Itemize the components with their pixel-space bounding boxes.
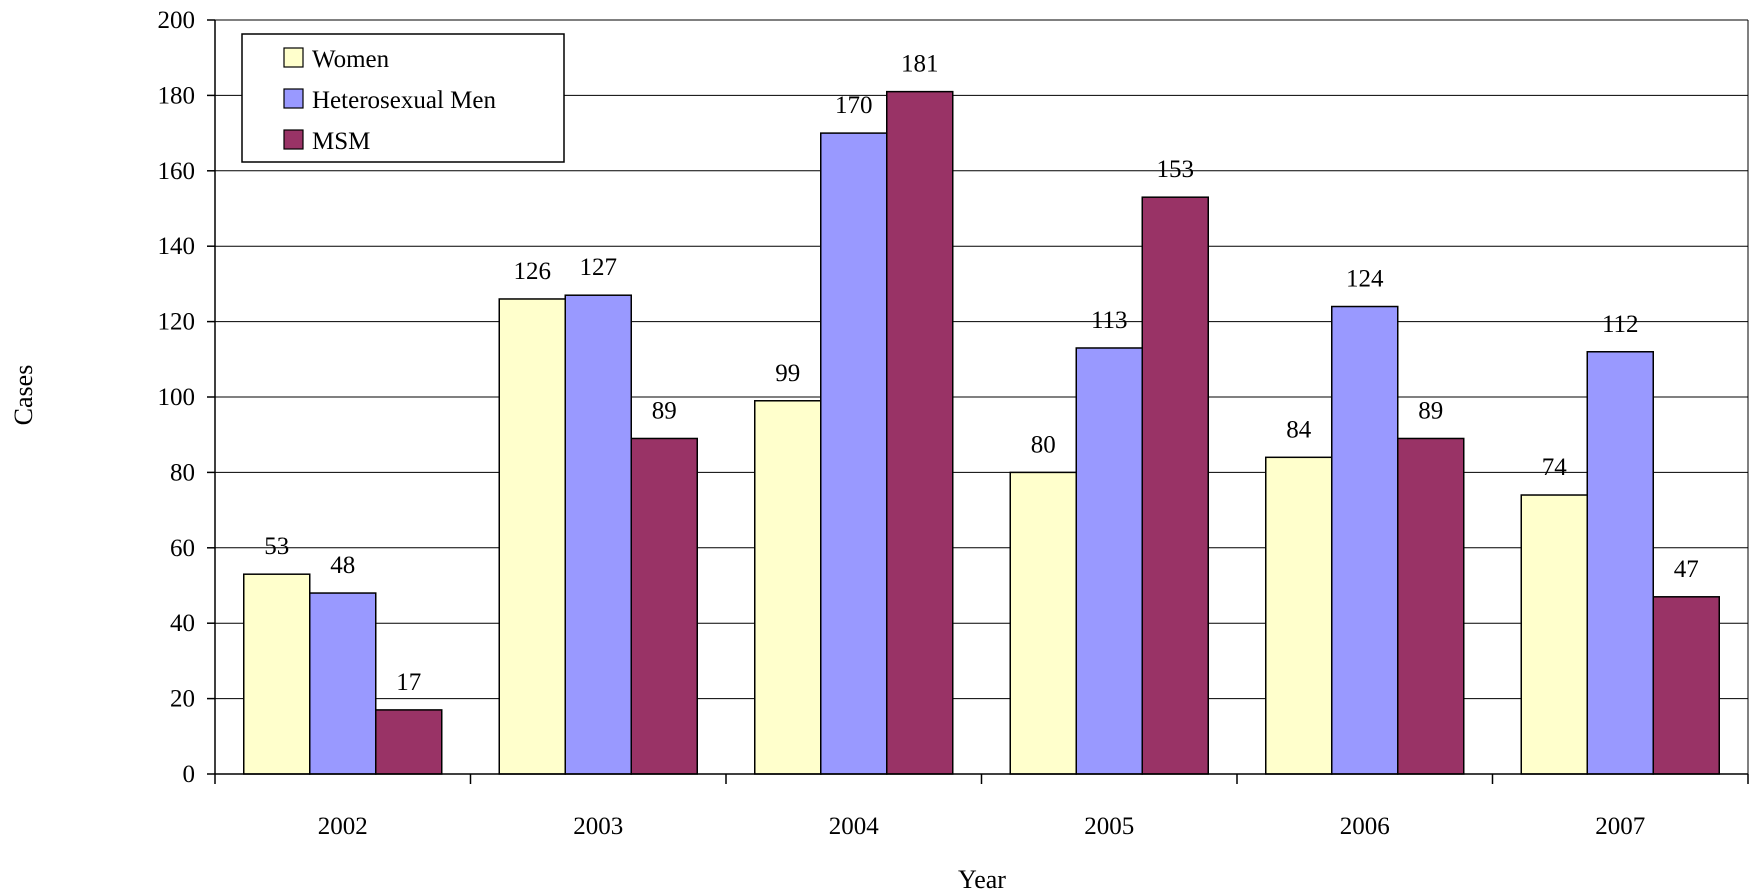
bar: [1586, 351, 1654, 775]
legend-swatch: [283, 88, 304, 109]
bar: [886, 90, 954, 775]
y-tick-label: 140: [158, 233, 196, 260]
bar: [1009, 471, 1077, 775]
y-tick-label: 80: [170, 459, 195, 486]
legend-label: Women: [312, 46, 390, 73]
axes: 0 20 40 60 80 100 120 140 160 180 200 2002 2003 2004 2…: [158, 7, 1749, 840]
data-label: 89: [652, 397, 677, 424]
y-tick-label: 160: [158, 158, 196, 185]
y-tick-label: 200: [158, 7, 196, 34]
y-tick-label: 120: [158, 309, 196, 336]
bar: [309, 592, 377, 775]
y-tick-label: 100: [158, 384, 196, 411]
y-tick-label: 20: [170, 686, 195, 713]
x-tick-label: 2003: [573, 813, 623, 840]
x-axis-title: Year: [958, 865, 1006, 894]
y-tick-label: 60: [170, 535, 195, 562]
legend-label: MSM: [312, 128, 370, 155]
data-label: 170: [835, 92, 873, 119]
data-labels: 53 48 17 126 127 89 99 170 181 80 113 153 84 124 89 74 1…: [264, 51, 1699, 696]
data-label: 99: [775, 360, 800, 387]
x-tick-label: 2007: [1595, 813, 1645, 840]
x-tick-label: 2005: [1084, 813, 1134, 840]
bar: [498, 298, 566, 775]
bar: [1331, 305, 1399, 775]
legend: Women Heterosexual Men MSM: [241, 33, 565, 163]
bar: [1520, 494, 1588, 775]
y-tick-label: 0: [183, 761, 196, 788]
bar: [1652, 596, 1720, 775]
data-label: 127: [580, 254, 618, 281]
y-tick-label: 40: [170, 610, 195, 637]
data-label: 89: [1418, 397, 1443, 424]
data-label: 17: [396, 669, 421, 696]
bar: [1075, 347, 1143, 775]
data-label: 153: [1157, 156, 1195, 183]
data-label: 124: [1346, 266, 1384, 293]
bars: [243, 90, 1720, 775]
bar: [1397, 437, 1465, 775]
data-label: 181: [901, 51, 939, 78]
bar: [630, 437, 698, 775]
data-label: 84: [1286, 416, 1312, 443]
data-label: 112: [1602, 311, 1639, 338]
data-label: 53: [264, 533, 289, 560]
legend-swatch: [283, 129, 304, 150]
bar: [375, 709, 443, 775]
data-label: 74: [1542, 454, 1568, 481]
data-label: 47: [1674, 556, 1699, 583]
y-tick-label: 180: [158, 82, 196, 109]
data-label: 126: [514, 258, 552, 285]
y-axis-title: Cases: [9, 365, 38, 426]
x-tick-label: 2004: [829, 813, 880, 840]
data-label: 48: [330, 552, 355, 579]
x-tick-label: 2006: [1340, 813, 1390, 840]
bar: [564, 294, 632, 775]
x-tick-label: 2002: [318, 813, 368, 840]
legend-swatch: [283, 47, 304, 68]
bar: [754, 400, 822, 775]
bar: [1265, 456, 1333, 775]
bar: [1141, 196, 1209, 775]
data-label: 80: [1031, 431, 1056, 458]
data-label: 113: [1091, 307, 1128, 334]
bar: [820, 132, 888, 775]
legend-label: Heterosexual Men: [312, 87, 496, 114]
bar: [243, 573, 311, 775]
